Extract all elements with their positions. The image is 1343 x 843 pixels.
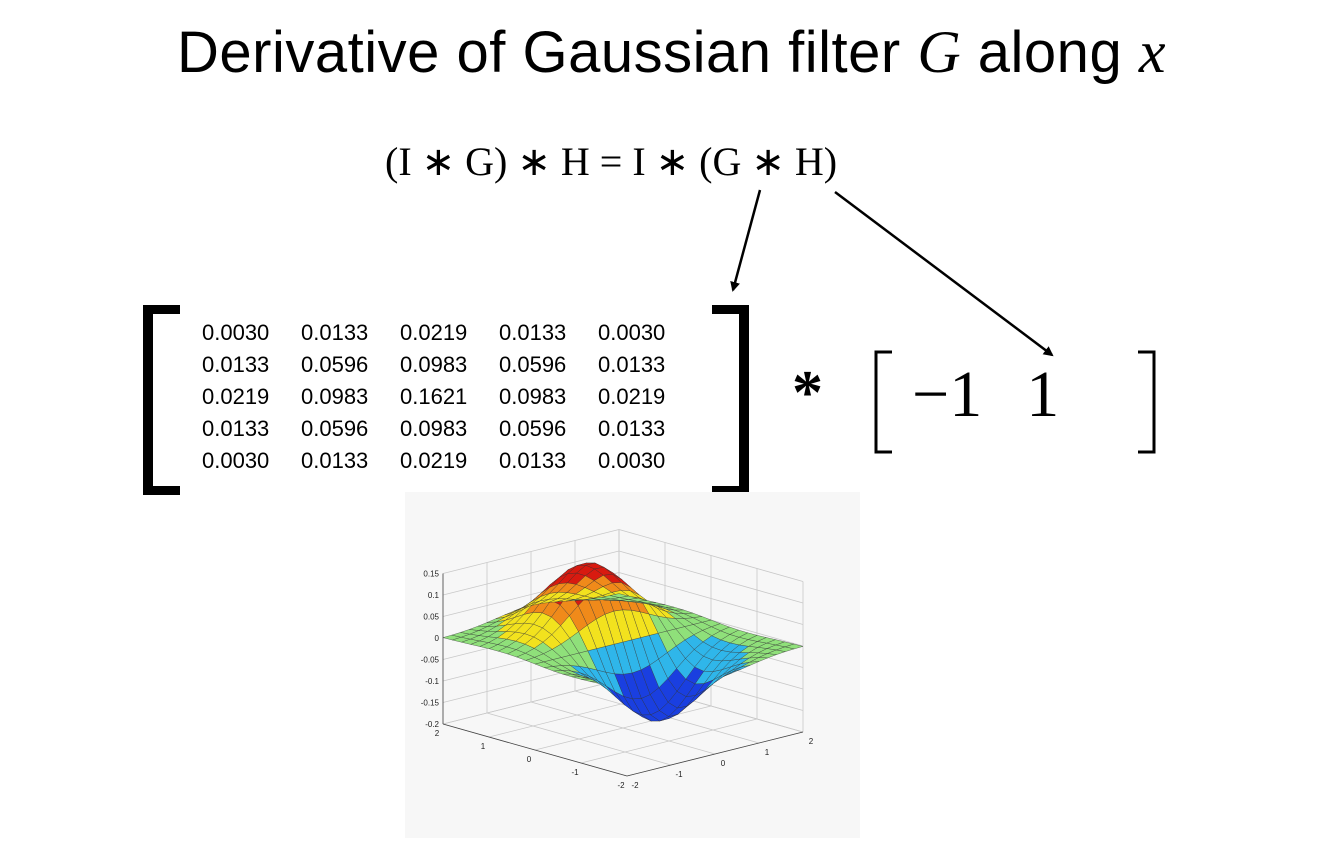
left-axis-tick-label: -2: [617, 781, 625, 790]
left-axis-tick-label: -1: [571, 768, 579, 777]
kernel-value-2: 1: [1026, 358, 1060, 431]
grid-line: [442, 679, 620, 725]
matrix-cell: 0.0983: [400, 352, 468, 377]
matrix-cell: 0.0596: [499, 416, 567, 441]
matrix-cell: 0.0219: [202, 384, 270, 409]
matrix-cell: 0.1621: [400, 384, 468, 409]
right-axis-tick-label: 1: [765, 748, 770, 757]
matrix-cell: 0.0133: [598, 416, 666, 441]
matrix-cell: 0.0133: [301, 448, 369, 473]
grid-line: [530, 701, 716, 755]
matrix-cell: 0.0596: [301, 416, 369, 441]
left-axis-tick-label: 2: [435, 729, 440, 738]
matrix-values: 0.0030 0.0133 0.0219 0.0133 0.0030 0.0133 0.05…: [202, 319, 697, 475]
title-var-x: x: [1138, 19, 1166, 85]
arrow-to-gaussian: [730, 189, 762, 292]
grid-line: [486, 712, 672, 766]
surface-patch: [610, 593, 629, 598]
matrix-cell: 0.0030: [202, 448, 270, 473]
kernel-value-1: −1: [912, 358, 983, 431]
arrow-to-kernel: [834, 191, 1054, 357]
z-tick-label: -0.2: [425, 720, 439, 729]
matrix-cell: 0.0133: [301, 320, 369, 345]
surface-plot: 0.15 0.1 0.05 0 -0.05 -0.1 -0.15 -0.2 2 1 0 -1 -2 -2-…: [405, 492, 860, 838]
kernel-left-bracket: [872, 350, 894, 454]
z-tick-label: 0.05: [423, 613, 439, 622]
right-axis-tick-label: 0: [721, 759, 726, 768]
matrix-cell: 0.0219: [400, 320, 468, 345]
matrix-cell: 0.0219: [598, 384, 666, 409]
gaussian-matrix: 0.0030 0.0133 0.0219 0.0133 0.0030 0.0133 0.05…: [130, 304, 760, 500]
plot-axes: [442, 573, 804, 777]
z-tick-label: 0.15: [423, 570, 439, 579]
matrix-cell: 0.0133: [202, 352, 270, 377]
z-tick-label: -0.05: [421, 656, 440, 665]
title-var-g: G: [917, 19, 962, 85]
slide-title: Derivative of Gaussian filter G along x: [0, 18, 1343, 87]
grid-line: [618, 529, 804, 582]
matrix-cell: 0.0133: [499, 448, 567, 473]
kernel-values: −1 1: [912, 362, 1059, 428]
right-axis-tick-label: -2: [631, 781, 639, 790]
grid-line: [618, 550, 804, 604]
right-axis-tick-label: -1: [675, 770, 683, 779]
matrix-cell: 0.0596: [499, 352, 567, 377]
z-tick-label: -0.1: [425, 677, 439, 686]
title-prefix: Derivative of Gaussian filter: [177, 20, 918, 85]
matrix-cell: 0.0219: [400, 448, 468, 473]
right-axis: [626, 731, 804, 777]
surface-mesh: [442, 562, 804, 722]
z-tick-label: -0.15: [421, 699, 440, 708]
z-tick-label: 0.1: [428, 591, 440, 600]
matrix-left-bracket: [138, 304, 182, 496]
matrix-cell: 0.0133: [202, 416, 270, 441]
matrix-cell: 0.0133: [598, 352, 666, 377]
matrix-cell: 0.0133: [499, 320, 567, 345]
right-axis-tick-label: 2: [809, 737, 814, 746]
left-axis-tick-label: 1: [481, 742, 486, 751]
left-axis: [442, 723, 628, 777]
difference-kernel: −1 1: [868, 350, 1168, 460]
associativity-equation: (I ∗ G) ∗ H = I ∗ (G ∗ H): [385, 139, 838, 184]
matrix-cell: 0.0030: [598, 320, 666, 345]
z-tick-label: 0: [435, 634, 440, 643]
grid-line: [442, 550, 620, 596]
matrix-cell: 0.0030: [598, 448, 666, 473]
matrix-cell: 0.0983: [400, 416, 468, 441]
matrix-cell: 0.0030: [202, 320, 270, 345]
grid-line: [618, 572, 804, 625]
grid-line: [580, 718, 758, 764]
grid-line: [442, 529, 620, 574]
kernel-right-bracket: [1136, 350, 1158, 454]
left-axis-tick-label: 0: [527, 755, 532, 764]
matrix-cell: 0.0596: [301, 352, 369, 377]
convolution-operator: *: [792, 359, 823, 427]
matrix-cell: 0.0983: [301, 384, 369, 409]
matrix-right-bracket: [710, 304, 754, 496]
matrix-cell: 0.0983: [499, 384, 567, 409]
title-middle: along: [961, 20, 1139, 85]
